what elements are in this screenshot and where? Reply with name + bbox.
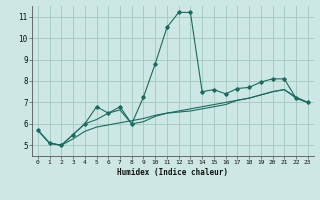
X-axis label: Humidex (Indice chaleur): Humidex (Indice chaleur) xyxy=(117,168,228,177)
